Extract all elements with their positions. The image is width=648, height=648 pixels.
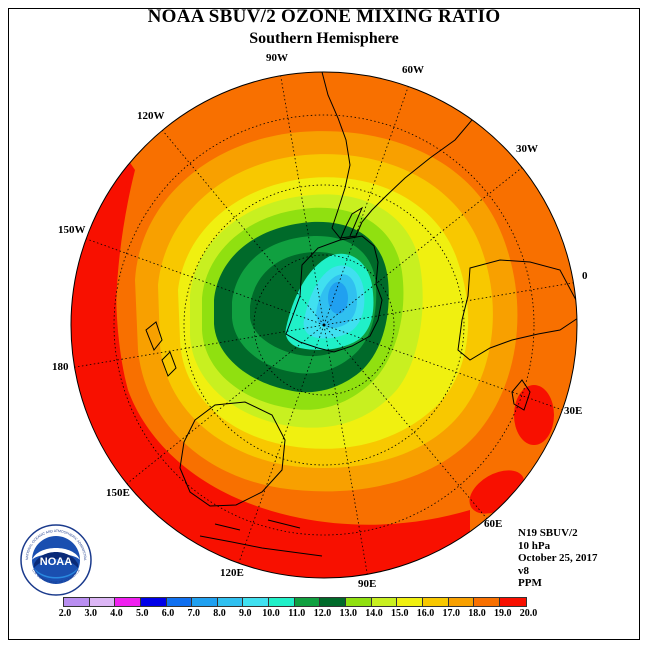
map-boundary bbox=[70, 71, 578, 579]
colorbar-swatch bbox=[448, 598, 475, 606]
map-subtitle: Southern Hemisphere bbox=[249, 30, 399, 47]
colorbar-tick-label: 2.0 bbox=[58, 608, 72, 619]
noaa-logo: NOAA NATIONAL OCEANIC AND ATMOSPHERIC AD… bbox=[20, 524, 92, 596]
colorbar-tick-label: 6.0 bbox=[161, 608, 175, 619]
coast-africa bbox=[457, 259, 577, 361]
colorbar-tick-label: 12.0 bbox=[313, 608, 332, 619]
lon-label-30w: 30W bbox=[516, 143, 538, 155]
info-level: 10 hPa bbox=[518, 539, 551, 552]
lon-label-120e: 120E bbox=[220, 567, 244, 579]
colorbar-swatch bbox=[243, 598, 270, 606]
colorbar bbox=[63, 597, 527, 607]
colorbar-swatch bbox=[422, 598, 449, 606]
latitude-circle-inner bbox=[253, 254, 395, 396]
coast-indonesia bbox=[199, 519, 323, 557]
lon-label-150w: 150W bbox=[58, 224, 86, 236]
band-19-patch-east bbox=[514, 385, 554, 445]
colorbar-tick-label: 14.0 bbox=[365, 608, 383, 619]
colorbar-tick-label: 17.0 bbox=[442, 608, 461, 619]
colorbar-swatch bbox=[294, 598, 321, 606]
lon-label-30e: 30E bbox=[564, 405, 582, 417]
lon-label-150e: 150E bbox=[106, 487, 130, 499]
colorbar-swatch bbox=[140, 598, 167, 606]
colorbar-tick-label: 16.0 bbox=[416, 608, 435, 619]
lon-label-120w: 120W bbox=[137, 110, 165, 122]
info-version: v8 bbox=[518, 564, 529, 577]
longitude-labels: 90W 60W 30W 0 30E 60E 90E 120E 150E 180 … bbox=[52, 52, 588, 590]
band-6-7-core bbox=[328, 282, 348, 314]
coast-new-zealand bbox=[145, 321, 177, 377]
colorbar-tick-label: 11.0 bbox=[288, 608, 306, 619]
colorbar-tick-label: 10.0 bbox=[262, 608, 280, 619]
colorbar-tick-label: 20.0 bbox=[519, 608, 538, 619]
colorbar-swatch bbox=[320, 598, 347, 606]
colorbar-tick-label: 19.0 bbox=[494, 608, 512, 619]
latitude-circle-middle bbox=[183, 184, 465, 466]
colorbar-tick-label: 5.0 bbox=[136, 608, 149, 619]
colorbar-swatch bbox=[269, 598, 295, 606]
colorbar-tick-label: 18.0 bbox=[468, 608, 486, 619]
colorbar-swatch bbox=[115, 598, 141, 606]
colorbar-tick-label: 3.0 bbox=[84, 608, 98, 619]
colorbar-swatch bbox=[64, 598, 90, 606]
map-title: NOAA SBUV/2 OZONE MIXING RATIO bbox=[147, 6, 501, 27]
lon-label-60e: 60E bbox=[484, 518, 502, 530]
colorbar-tick-label: 4.0 bbox=[110, 608, 123, 619]
lon-label-60w: 60W bbox=[402, 64, 424, 76]
info-date: October 25, 2017 bbox=[518, 552, 598, 565]
lon-label-0: 0 bbox=[582, 270, 588, 282]
colorbar-tick-label: 7.0 bbox=[187, 608, 201, 619]
coast-antarctica bbox=[285, 235, 383, 353]
latitude-circle-outer bbox=[113, 114, 535, 536]
colorbar-tick-label: 8.0 bbox=[213, 608, 226, 619]
info-instrument: N19 SBUV/2 bbox=[518, 527, 578, 539]
colorbar-labels: 2.0 3.0 4.0 5.0 6.0 7.0 8.0 9.0 10.0 11.0 12.0 13.0… bbox=[0, 608, 648, 622]
colorbar-swatch bbox=[397, 598, 423, 606]
lon-label-90w: 90W bbox=[266, 52, 288, 64]
colorbar-swatch bbox=[499, 598, 526, 606]
colorbar-swatch bbox=[474, 598, 500, 606]
colorbar-swatch bbox=[346, 598, 372, 606]
noaa-logo-label: NOAA bbox=[40, 556, 72, 568]
coast-antarctic-peninsula bbox=[339, 206, 364, 241]
colorbar-tick-label: 13.0 bbox=[339, 608, 358, 619]
coast-madagascar bbox=[511, 379, 531, 411]
colorbar-swatch bbox=[166, 598, 193, 606]
colorbar-swatch bbox=[217, 598, 244, 606]
lon-label-90e: 90E bbox=[358, 578, 376, 590]
colorbar-swatch bbox=[192, 598, 218, 606]
colorbar-swatch bbox=[89, 598, 116, 606]
colorbar-tick-label: 15.0 bbox=[391, 608, 409, 619]
graticule bbox=[71, 72, 577, 578]
info-units: PPM bbox=[518, 577, 542, 590]
coast-australia bbox=[179, 401, 286, 507]
colorbar-tick-label: 9.0 bbox=[239, 608, 252, 619]
colorbar-swatch bbox=[371, 598, 398, 606]
lon-label-180: 180 bbox=[52, 361, 69, 373]
ozone-field bbox=[71, 72, 577, 578]
info-block: N19 SBUV/2 10 hPa October 25, 2017 v8 PP… bbox=[518, 527, 598, 590]
